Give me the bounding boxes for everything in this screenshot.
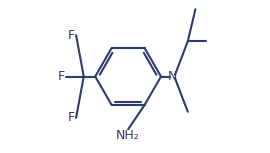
Text: NH₂: NH₂ [116, 129, 140, 142]
Text: F: F [58, 70, 65, 83]
Text: F: F [68, 29, 75, 42]
Text: F: F [68, 111, 75, 124]
Text: N: N [168, 70, 177, 83]
